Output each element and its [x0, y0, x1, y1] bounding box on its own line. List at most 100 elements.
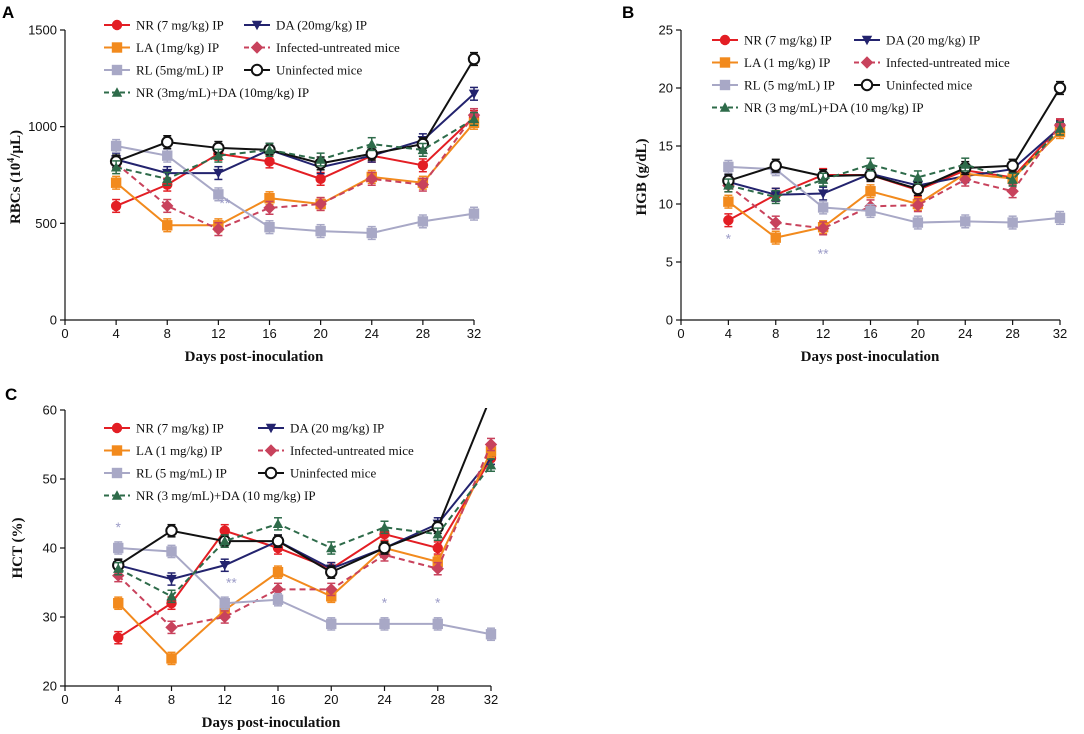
data-point — [484, 438, 498, 451]
y-tick-label: 50 — [43, 472, 57, 487]
legend-marker — [250, 41, 264, 54]
series-4 — [110, 138, 480, 241]
legend-item: RL (5 mg/mL) IP — [712, 78, 835, 93]
legend-marker — [264, 444, 278, 457]
legend-item: LA (1mg/kg) IP — [104, 40, 219, 55]
data-point — [432, 618, 443, 630]
data-point — [769, 159, 782, 172]
legend-label: DA (20 mg/kg) IP — [886, 33, 980, 48]
legend-item: LA (1 mg/kg) IP — [712, 55, 830, 70]
series-line — [728, 127, 1061, 199]
series-line — [115, 58, 475, 165]
data-point — [110, 200, 122, 212]
legend-item: DA (20mg/kg) IP — [244, 18, 367, 33]
data-point — [770, 232, 781, 243]
x-tick-label: 0 — [61, 692, 68, 707]
series-line — [117, 464, 492, 598]
data-point — [485, 460, 497, 470]
legend-label: DA (20mg/kg) IP — [276, 18, 367, 33]
data-point — [113, 598, 124, 609]
panel-label-a: A — [2, 3, 14, 22]
legend-label: RL (5 mg/mL) IP — [744, 78, 835, 93]
legend-label: RL (5 mg/mL) IP — [136, 466, 227, 481]
data-point — [1054, 123, 1066, 133]
data-point — [325, 565, 338, 579]
x-tick-label: 8 — [164, 326, 171, 341]
series-line — [728, 87, 1061, 190]
legend-item: Infected-untreated mice — [244, 40, 400, 55]
legend-marker — [265, 423, 277, 434]
data-point — [219, 604, 230, 616]
data-point — [272, 594, 284, 605]
legend-item: DA (20 mg/kg) IP — [854, 33, 980, 48]
x-tick-label: 28 — [431, 692, 445, 707]
series-line — [728, 126, 1061, 196]
data-point — [315, 225, 326, 237]
data-point — [213, 189, 224, 200]
data-point — [1006, 159, 1019, 172]
series-line — [115, 122, 475, 227]
legend-label: DA (20 mg/kg) IP — [290, 421, 384, 436]
data-point — [431, 562, 444, 575]
data-point — [817, 189, 829, 199]
series-line — [115, 145, 475, 235]
data-point — [912, 217, 924, 228]
x-tick-label: 16 — [262, 326, 276, 341]
legend-item: Uninfected mice — [258, 466, 376, 481]
data-point — [417, 216, 429, 227]
data-point — [264, 193, 275, 204]
data-point — [271, 534, 285, 548]
series-line — [115, 114, 475, 231]
data-point — [165, 621, 178, 634]
data-point — [432, 542, 443, 554]
legend-label: Infected-untreated mice — [276, 40, 400, 55]
data-point — [219, 561, 230, 571]
data-point — [865, 186, 876, 197]
data-point — [1054, 212, 1066, 224]
y-tick-label: 1500 — [28, 23, 57, 38]
y-tick-label: 15 — [659, 139, 673, 154]
legend-marker — [719, 57, 731, 68]
data-point — [723, 180, 734, 190]
data-point — [166, 591, 177, 601]
series-6 — [110, 111, 480, 186]
data-point — [113, 563, 124, 573]
legend-item: LA (1 mg/kg) IP — [104, 443, 222, 458]
x-tick-label: 0 — [677, 326, 684, 341]
legend-marker — [111, 445, 123, 456]
legend-marker — [111, 87, 123, 97]
data-point — [272, 518, 284, 529]
significance-marker: * — [726, 230, 732, 246]
data-point — [315, 154, 326, 164]
data-point — [326, 591, 337, 602]
x-tick-label: 4 — [115, 692, 122, 707]
data-point — [865, 205, 876, 217]
data-point — [219, 535, 230, 546]
x-tick-label: 20 — [911, 326, 925, 341]
data-point — [166, 546, 177, 557]
legend-marker — [250, 63, 264, 77]
data-point — [271, 583, 285, 596]
legend-item: Infected-untreated mice — [258, 443, 414, 458]
data-point — [212, 222, 225, 236]
data-point — [219, 598, 230, 609]
data-point — [161, 199, 174, 213]
series-line — [727, 131, 1061, 239]
legend-marker — [111, 42, 123, 53]
data-point — [166, 574, 177, 585]
legend-item: NR (7 mg/kg) IP — [104, 421, 224, 436]
data-point — [468, 208, 480, 219]
panel-a-xlabel: Days post-inoculation — [185, 349, 324, 365]
legend-marker — [860, 56, 874, 69]
panel-b-xlabel: Days post-inoculation — [801, 349, 940, 365]
legend-label: LA (1 mg/kg) IP — [744, 55, 830, 70]
data-point — [912, 172, 924, 182]
data-point — [110, 162, 122, 172]
x-tick-label: 24 — [365, 326, 379, 341]
data-point — [113, 632, 124, 643]
data-point — [110, 140, 122, 152]
legend-marker — [111, 467, 123, 479]
x-tick-label: 16 — [863, 326, 877, 341]
